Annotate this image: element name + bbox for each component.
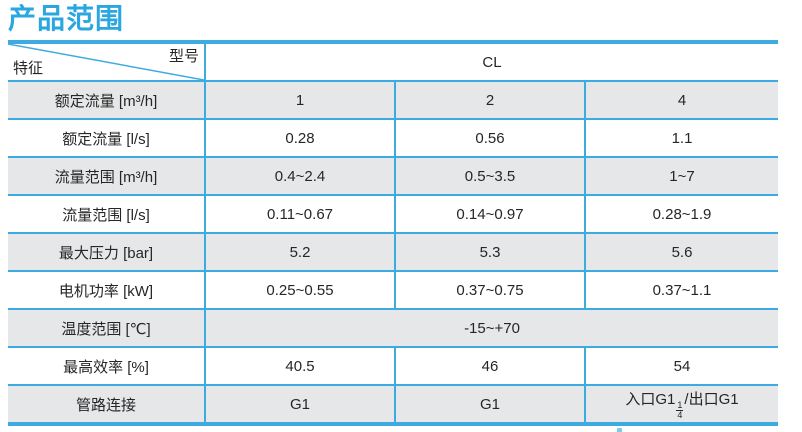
header-row: 型号 特征 CL [8, 41, 779, 82]
row-label: 最高效率 [%] [8, 346, 206, 386]
table-row: 最大压力 [bar] 5.2 5.3 5.6 [8, 232, 779, 272]
cell-value: 0.28~1.9 [583, 194, 779, 234]
cell-value: 2 [394, 80, 586, 120]
cell-value: 0.11~0.67 [204, 194, 396, 234]
row-label: 额定流量 [m³/h] [8, 80, 206, 120]
cell-value: 46 [394, 346, 586, 386]
cell-value: 54 [583, 346, 779, 386]
cell-value: 0.4~2.4 [204, 156, 396, 196]
corner-feature-label: 特征 [13, 60, 44, 77]
cell-value: 1.1 [583, 118, 779, 158]
cell-value: 0.14~0.97 [394, 194, 586, 234]
row-label: 电机功率 [kW] [8, 270, 206, 310]
cell-value: G1 [394, 384, 586, 425]
cropped-graphic-mark [617, 428, 622, 432]
fraction-denominator: 4 [677, 410, 683, 420]
cell-value: 0.37~0.75 [394, 270, 586, 310]
table-row: 最高效率 [%] 40.5 46 54 [8, 346, 779, 386]
cell-value: 5.6 [583, 232, 779, 272]
cell-value: -15~+70 [203, 308, 779, 348]
corner-model-label: 型号 [168, 48, 199, 65]
row-label: 最大压力 [bar] [8, 232, 206, 272]
cell-value: 1~7 [583, 156, 779, 196]
connection-suffix: /出口G1 [684, 390, 739, 408]
row-label: 温度范围 [℃] [8, 308, 206, 348]
cell-value: 入口G1 1 4/出口G1 [583, 384, 779, 425]
cell-value: 0.56 [394, 118, 586, 158]
table-row: 流量范围 [l/s] 0.11~0.67 0.14~0.97 0.28~1.9 [8, 194, 779, 234]
diagonal-divider [8, 44, 204, 80]
cell-value: G1 [204, 384, 396, 425]
cell-value: 0.37~1.1 [583, 270, 779, 310]
cell-value: 40.5 [204, 346, 396, 386]
table-row: 额定流量 [m³/h] 1 2 4 [8, 80, 779, 120]
page-title: 产品范围 [8, 3, 125, 34]
row-label: 流量范围 [m³/h] [8, 156, 206, 196]
cell-value: 0.5~3.5 [394, 156, 586, 196]
row-label: 管路连接 [8, 384, 206, 425]
table-row: 温度范围 [℃] -15~+70 [8, 308, 779, 348]
table-row: 额定流量 [l/s] 0.28 0.56 1.1 [8, 118, 779, 158]
corner-cell: 型号 特征 [8, 41, 206, 82]
row-label: 流量范围 [l/s] [8, 194, 206, 234]
cell-value: 5.2 [204, 232, 396, 272]
table-row: 管路连接 G1 G1 入口G1 1 4/出口G1 [8, 384, 779, 425]
fraction-numerator: 1 [676, 399, 684, 411]
connection-prefix: 入口G1 [625, 390, 676, 408]
table-row: 流量范围 [m³/h] 0.4~2.4 0.5~3.5 1~7 [8, 156, 779, 196]
cell-value: 5.3 [394, 232, 586, 272]
cell-value: 4 [583, 80, 779, 120]
cell-value: 1 [204, 80, 396, 120]
cell-value: 0.25~0.55 [204, 270, 396, 310]
table-row: 电机功率 [kW] 0.25~0.55 0.37~0.75 0.37~1.1 [8, 270, 779, 310]
model-series-header: CL [203, 41, 779, 82]
cell-value: 0.28 [204, 118, 396, 158]
row-label: 额定流量 [l/s] [8, 118, 206, 158]
product-range-table: 型号 特征 CL 额定流量 [m³/h] 1 2 4 额定流量 [l/s] 0.28 0.5… [8, 40, 779, 426]
